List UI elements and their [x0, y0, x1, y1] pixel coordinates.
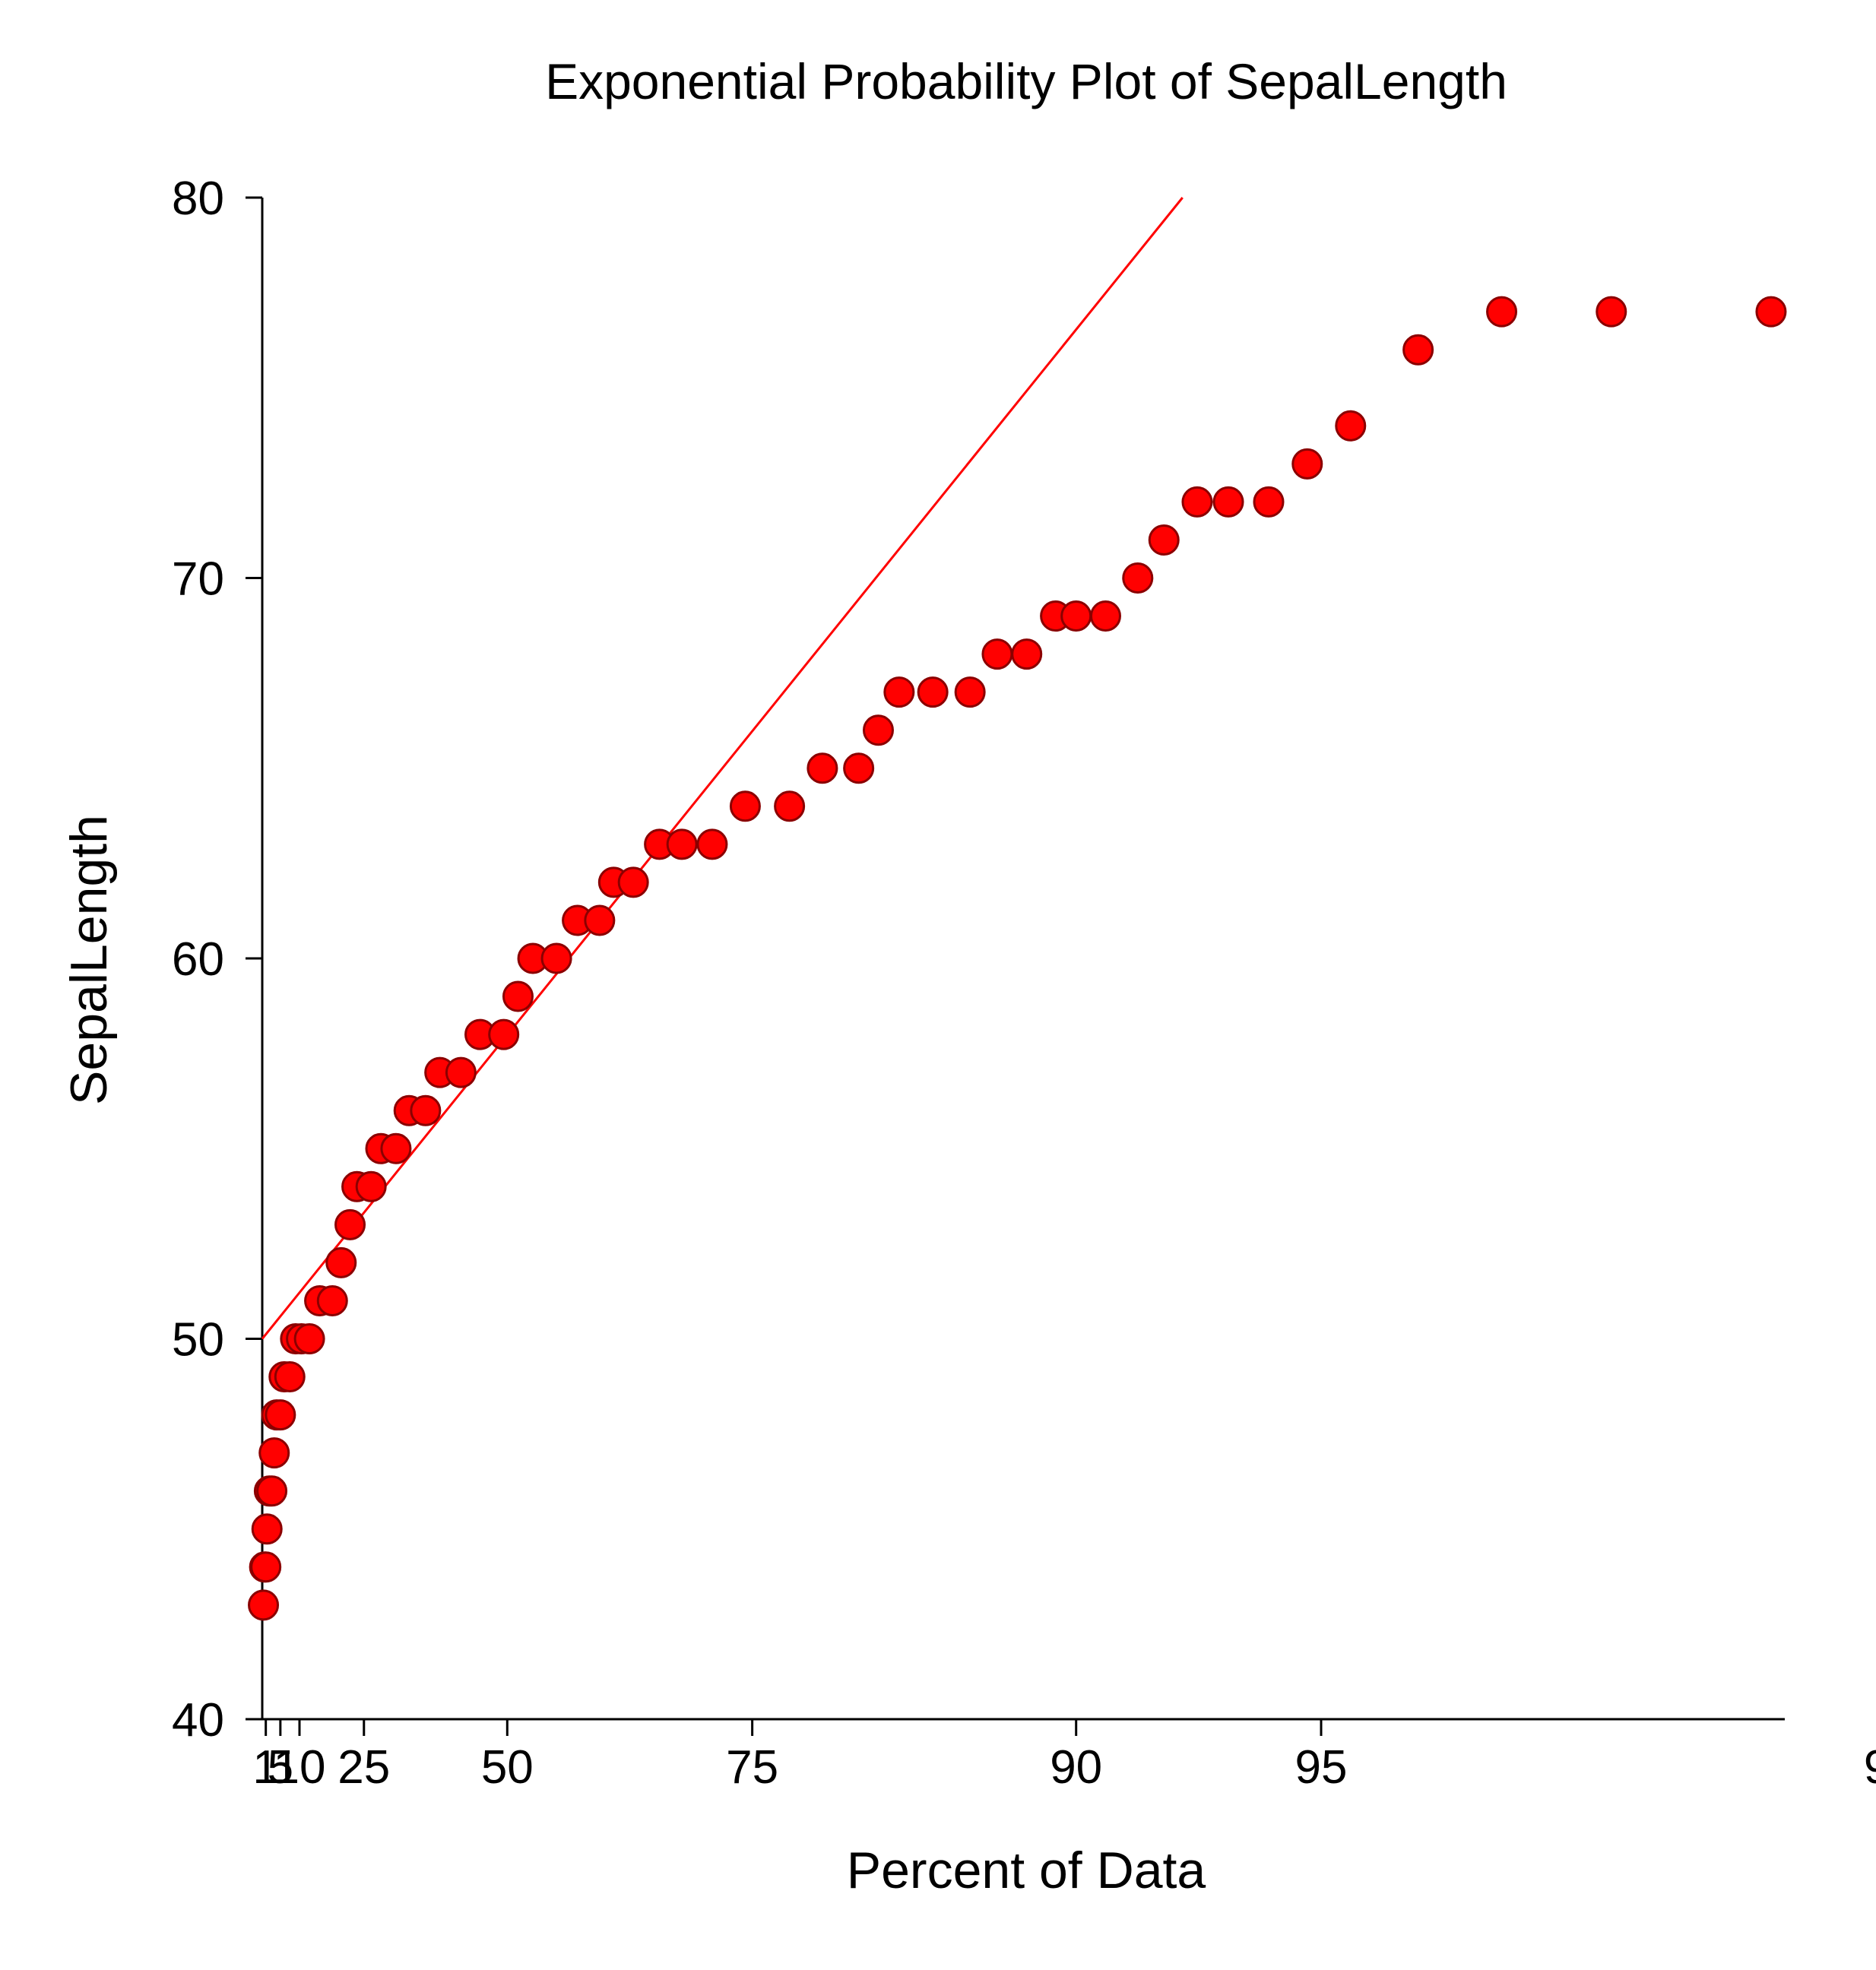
- data-point: [954, 676, 986, 708]
- y-axis-label: SepalLength: [60, 815, 118, 1105]
- data-point: [380, 1132, 412, 1164]
- data-point: [1755, 296, 1787, 328]
- x-tick-label: 10: [274, 1741, 326, 1794]
- data-point: [1335, 410, 1367, 442]
- x-tick-label: 1: [252, 1741, 278, 1794]
- data-point: [258, 1437, 290, 1469]
- data-point: [843, 752, 875, 784]
- data-point: [355, 1170, 387, 1202]
- data-point: [1148, 524, 1180, 556]
- data-point: [666, 828, 698, 860]
- x-tick-label: 25: [337, 1741, 390, 1794]
- data-point: [696, 828, 728, 860]
- data-point: [981, 638, 1013, 670]
- data-point: [540, 942, 572, 974]
- data-point: [883, 676, 915, 708]
- data-point: [274, 1361, 306, 1393]
- data-point: [334, 1208, 366, 1240]
- y-tick-label: 60: [172, 933, 224, 986]
- x-tick-label: 50: [481, 1741, 534, 1794]
- reference-line-layer: [261, 197, 1184, 1340]
- data-point: [1486, 296, 1518, 328]
- data-point: [1212, 486, 1244, 518]
- data-point: [445, 1056, 477, 1088]
- x-tick-label: 90: [1050, 1741, 1102, 1794]
- data-points: [248, 296, 1787, 1621]
- data-point: [1253, 486, 1285, 518]
- data-point: [316, 1284, 348, 1316]
- data-point: [584, 904, 616, 936]
- x-tick-label: 5: [268, 1741, 293, 1794]
- data-point: [256, 1475, 288, 1507]
- data-point: [729, 790, 761, 822]
- data-point: [1596, 296, 1627, 328]
- data-point: [410, 1094, 442, 1126]
- y-tick-label: 80: [172, 173, 224, 225]
- data-point: [1181, 486, 1213, 518]
- data-point: [248, 1589, 280, 1621]
- data-point: [1060, 600, 1092, 632]
- data-point: [917, 676, 949, 708]
- data-point: [1011, 638, 1043, 670]
- data-point: [250, 1551, 282, 1583]
- data-point: [774, 790, 806, 822]
- data-point: [502, 980, 534, 1012]
- data-point: [325, 1246, 357, 1278]
- y-ticks: 40 50 60 70 80: [172, 173, 262, 1747]
- data-point: [251, 1513, 283, 1545]
- chart-title: Exponential Probability Plot of SepalLen…: [545, 53, 1507, 109]
- data-point: [806, 752, 838, 784]
- data-point: [862, 714, 894, 746]
- data-point: [1122, 562, 1154, 594]
- data-point: [488, 1018, 520, 1050]
- data-point: [1291, 448, 1323, 480]
- y-tick-label: 50: [172, 1314, 224, 1367]
- axes: [261, 198, 1785, 1721]
- data-point: [617, 866, 649, 898]
- x-tick-label: 99: [1864, 1741, 1876, 1794]
- data-point: [293, 1323, 325, 1354]
- reference-line: [261, 197, 1184, 1340]
- x-tick-label: 75: [726, 1741, 778, 1794]
- y-tick-label: 40: [172, 1694, 224, 1747]
- data-point: [1089, 600, 1121, 632]
- data-point: [265, 1399, 296, 1431]
- data-point: [1402, 334, 1434, 366]
- y-tick-label: 70: [172, 553, 224, 606]
- x-axis-label: Percent of Data: [847, 1842, 1206, 1899]
- x-tick-label: 95: [1295, 1741, 1348, 1794]
